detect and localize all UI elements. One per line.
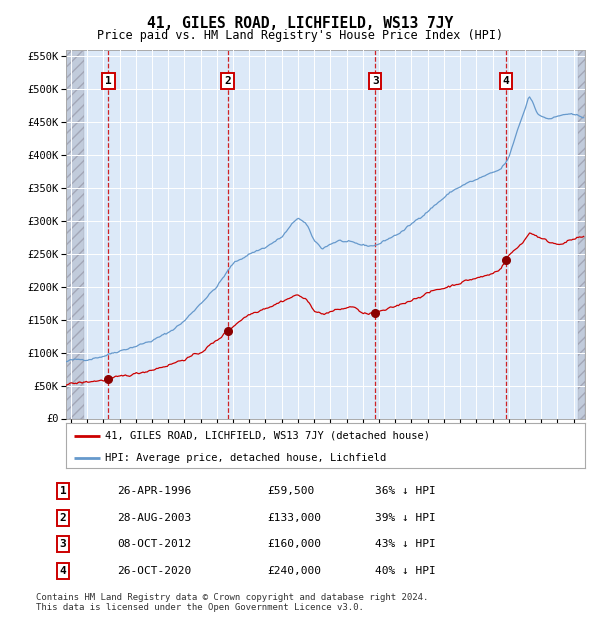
Text: 41, GILES ROAD, LICHFIELD, WS13 7JY: 41, GILES ROAD, LICHFIELD, WS13 7JY bbox=[147, 16, 453, 31]
Text: 3: 3 bbox=[59, 539, 67, 549]
Text: 4: 4 bbox=[502, 76, 509, 86]
Text: HPI: Average price, detached house, Lichfield: HPI: Average price, detached house, Lich… bbox=[105, 453, 386, 463]
Text: 1: 1 bbox=[105, 76, 112, 86]
Text: 26-APR-1996: 26-APR-1996 bbox=[117, 486, 191, 496]
Text: 2: 2 bbox=[224, 76, 231, 86]
Text: £133,000: £133,000 bbox=[267, 513, 321, 523]
Text: 39% ↓ HPI: 39% ↓ HPI bbox=[375, 513, 436, 523]
Text: 08-OCT-2012: 08-OCT-2012 bbox=[117, 539, 191, 549]
Text: 36% ↓ HPI: 36% ↓ HPI bbox=[375, 486, 436, 496]
Text: 43% ↓ HPI: 43% ↓ HPI bbox=[375, 539, 436, 549]
Text: £59,500: £59,500 bbox=[267, 486, 314, 496]
Text: 3: 3 bbox=[372, 76, 379, 86]
Text: 40% ↓ HPI: 40% ↓ HPI bbox=[375, 566, 436, 576]
Text: 26-OCT-2020: 26-OCT-2020 bbox=[117, 566, 191, 576]
Text: 4: 4 bbox=[59, 566, 67, 576]
Text: 41, GILES ROAD, LICHFIELD, WS13 7JY (detached house): 41, GILES ROAD, LICHFIELD, WS13 7JY (det… bbox=[105, 431, 430, 441]
Text: Price paid vs. HM Land Registry's House Price Index (HPI): Price paid vs. HM Land Registry's House … bbox=[97, 29, 503, 42]
Text: £160,000: £160,000 bbox=[267, 539, 321, 549]
Text: Contains HM Land Registry data © Crown copyright and database right 2024.
This d: Contains HM Land Registry data © Crown c… bbox=[36, 593, 428, 612]
Text: £240,000: £240,000 bbox=[267, 566, 321, 576]
Text: 1: 1 bbox=[59, 486, 67, 496]
Bar bbox=[578, 50, 585, 419]
Text: 2: 2 bbox=[59, 513, 67, 523]
Bar bbox=[66, 50, 85, 419]
Text: 28-AUG-2003: 28-AUG-2003 bbox=[117, 513, 191, 523]
